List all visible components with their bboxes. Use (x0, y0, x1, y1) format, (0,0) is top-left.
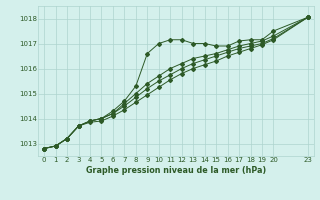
X-axis label: Graphe pression niveau de la mer (hPa): Graphe pression niveau de la mer (hPa) (86, 166, 266, 175)
